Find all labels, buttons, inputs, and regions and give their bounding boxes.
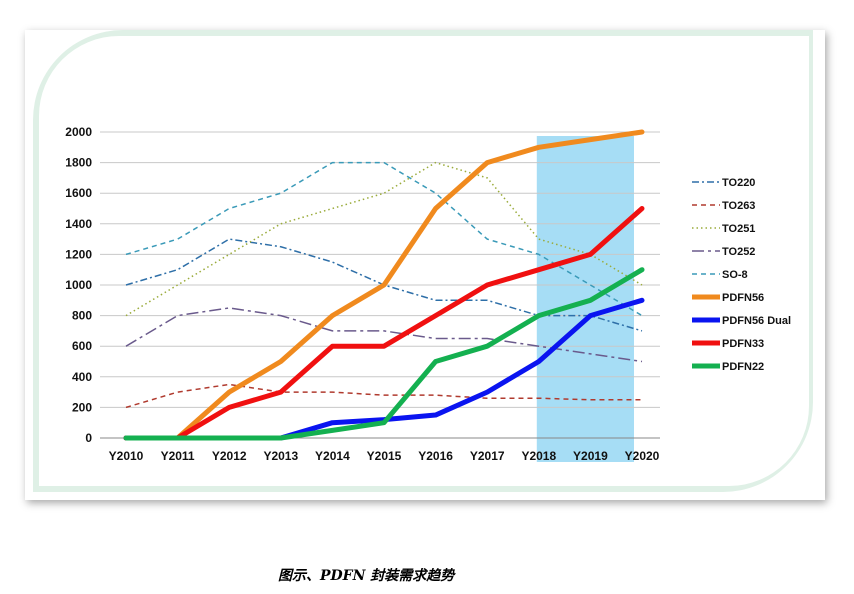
x-tick-label: Y2019 [573, 449, 608, 463]
series-line-pdfn22 [123, 267, 645, 441]
legend: TO220 TO263 TO251 TO252 SO-8 PDFN56 PDFN56 Dua… [692, 177, 791, 373]
y-tick-label: 600 [72, 339, 92, 353]
y-tick-label: 1800 [65, 156, 92, 170]
legend-label: PDFN56 Dual [722, 315, 791, 327]
x-tick-label: Y2018 [521, 449, 556, 463]
y-tick-label: 800 [72, 309, 92, 323]
legend-label: TO252 [722, 246, 755, 258]
figure-caption: 图示、PDFN 封装需求趋势 [278, 568, 455, 584]
y-tick-label: 1200 [65, 247, 92, 261]
series-line-to251 [125, 161, 643, 317]
y-tick-label: 1600 [65, 186, 92, 200]
legend-label: PDFN22 [722, 361, 764, 373]
x-tick-label: Y2016 [418, 449, 453, 463]
series-line-pdfn33 [123, 206, 645, 441]
y-tick-label: 400 [72, 370, 92, 384]
y-tick-label: 0 [85, 431, 92, 445]
chart-panel [39, 36, 809, 486]
x-tick-label: Y2014 [315, 449, 350, 463]
x-tick-label: Y2020 [625, 449, 660, 463]
chart-frame [25, 30, 825, 500]
legend-label: PDFN56 [722, 292, 764, 304]
legend-label: SO-8 [722, 269, 748, 281]
x-tick-label: Y2017 [470, 449, 505, 463]
x-tick-label: Y2012 [212, 449, 247, 463]
x-tick-label: Y2010 [109, 449, 144, 463]
legend-label: PDFN33 [722, 338, 764, 350]
forecast-highlight-band [536, 136, 634, 462]
y-tick-label: 200 [72, 400, 92, 414]
series-line-pdfn56 [123, 129, 645, 441]
series-line-to263 [125, 383, 642, 409]
series-line-so-8 [125, 161, 643, 317]
legend-label: TO263 [722, 200, 755, 212]
y-tick-label: 1000 [65, 278, 92, 292]
y-tick-label: 1400 [65, 217, 92, 231]
x-tick-label: Y2011 [161, 449, 195, 463]
y-tick-label: 2000 [65, 125, 92, 139]
legend-label: TO251 [722, 223, 755, 235]
x-tick-label: Y2013 [263, 449, 298, 463]
series-layer [123, 129, 645, 441]
forecast-highlight-layer [536, 136, 634, 462]
legend-label: TO220 [722, 177, 755, 189]
x-tick-label: Y2015 [367, 449, 402, 463]
axis-layer: 0 200 400 600 800 1000 1200 1400 1600 1800 2000 Y20… [65, 125, 660, 463]
